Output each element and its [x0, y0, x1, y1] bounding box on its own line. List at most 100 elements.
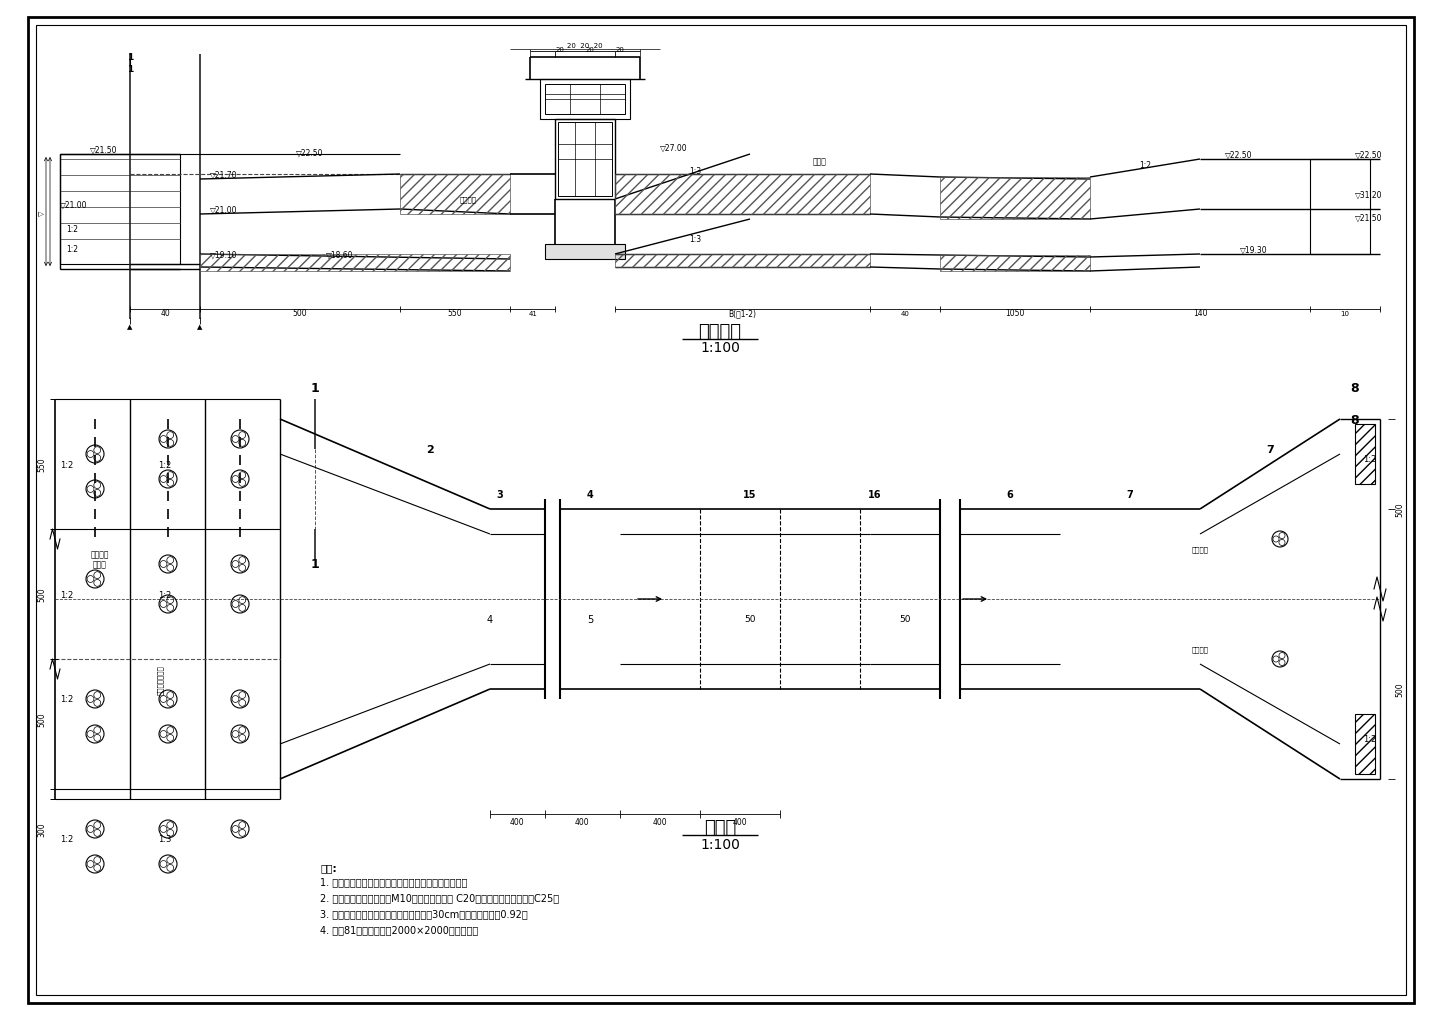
Text: 1:2: 1:2: [60, 835, 73, 844]
Text: 1: 1: [127, 53, 132, 62]
Text: 6: 6: [1007, 489, 1014, 499]
Text: 500: 500: [37, 587, 46, 602]
Text: 50: 50: [744, 614, 756, 624]
Text: 500: 500: [292, 309, 307, 318]
Bar: [1310, 160, 1369, 255]
Text: 说明:: 说明:: [320, 862, 337, 872]
Text: 40: 40: [160, 309, 170, 318]
Text: 20: 20: [586, 47, 595, 53]
Text: 平面图: 平面图: [704, 818, 736, 837]
Text: 千板石箱: 千板石箱: [91, 550, 109, 559]
Text: 8: 8: [1351, 413, 1359, 426]
Bar: [940, 256, 1090, 272]
Text: 140: 140: [1192, 309, 1207, 318]
Text: 1:2: 1:2: [158, 590, 171, 599]
Text: 三维止水: 三维止水: [1191, 646, 1208, 652]
Text: 1: 1: [127, 65, 132, 74]
Text: 20: 20: [556, 47, 564, 53]
Text: 2. 材料规格等级：砌石为M10砂浆砌筑；垫层 C20；钢筋砼结构中钢砼为C25。: 2. 材料规格等级：砌石为M10砂浆砌筑；垫层 C20；钢筋砼结构中钢砼为C25…: [320, 892, 559, 902]
Text: 400: 400: [733, 817, 747, 826]
Bar: [544, 245, 625, 260]
Text: 8: 8: [1351, 381, 1359, 394]
Text: 300: 300: [37, 822, 46, 837]
Text: 1:2: 1:2: [60, 460, 73, 469]
Bar: [60, 155, 180, 265]
Text: ▽21.50: ▽21.50: [1355, 213, 1382, 222]
Text: 3. 回填土要分层夯实，分层厚度不得大于30cm，压实度不小于0.92。: 3. 回填土要分层夯实，分层厚度不得大于30cm，压实度不小于0.92。: [320, 908, 527, 918]
Text: 7: 7: [1266, 444, 1274, 454]
Text: 40: 40: [900, 311, 910, 317]
Text: 500: 500: [1395, 682, 1404, 697]
Text: 浆砌体: 浆砌体: [94, 560, 107, 569]
Text: 500: 500: [37, 712, 46, 727]
Text: 16: 16: [868, 489, 881, 499]
Text: 500: 500: [1395, 502, 1404, 517]
Bar: [1355, 425, 1375, 484]
Text: 1:2: 1:2: [66, 246, 78, 255]
Text: 1: 1: [311, 558, 320, 571]
Text: ▽21.70: ▽21.70: [210, 170, 238, 179]
Text: 1:2: 1:2: [60, 590, 73, 599]
Text: ▽21.00: ▽21.00: [60, 201, 88, 209]
Text: 2: 2: [426, 444, 433, 454]
Text: 1:2: 1:2: [66, 225, 78, 234]
Text: 1050: 1050: [1005, 309, 1025, 318]
Text: ▽22.50: ▽22.50: [1225, 151, 1253, 159]
Text: 400: 400: [510, 817, 524, 826]
Text: 10: 10: [1341, 311, 1349, 317]
Text: ▽18.60: ▽18.60: [327, 251, 354, 259]
Bar: [1355, 714, 1375, 774]
Text: 5: 5: [588, 614, 593, 625]
Bar: [940, 178, 1090, 220]
Text: ▽27.00: ▽27.00: [660, 144, 688, 153]
Text: 4: 4: [487, 614, 492, 625]
Text: 1: 1: [311, 381, 320, 394]
Text: ▽: ▽: [39, 210, 45, 215]
Text: 纵剖视图: 纵剖视图: [698, 323, 742, 340]
Bar: [400, 175, 510, 215]
Text: 1:2: 1:2: [1364, 455, 1377, 464]
Bar: [554, 120, 615, 200]
Text: 1:2: 1:2: [158, 460, 171, 469]
Text: 1:100: 1:100: [700, 340, 740, 355]
Text: ▲: ▲: [197, 324, 203, 330]
Text: 1:2: 1:2: [1139, 160, 1151, 169]
Text: 清水混凝土护坡: 清水混凝土护坡: [157, 664, 163, 694]
Bar: [559, 123, 612, 197]
Text: B(孔1-2): B(孔1-2): [729, 309, 756, 318]
Bar: [615, 175, 870, 215]
Text: ▽19.30: ▽19.30: [1240, 246, 1267, 255]
Text: 41: 41: [528, 311, 537, 317]
Text: 1:100: 1:100: [700, 838, 740, 851]
Text: 15: 15: [743, 489, 757, 499]
Text: 550: 550: [448, 309, 462, 318]
Text: 三维止水: 三维止水: [459, 197, 477, 203]
Bar: [615, 255, 870, 268]
Text: ▽22.50: ▽22.50: [1355, 151, 1382, 159]
Text: 3: 3: [497, 489, 504, 499]
Text: 550: 550: [37, 458, 46, 472]
Text: 400: 400: [652, 817, 667, 826]
Text: 4. 配合81蝶形启闭机，2000×2000铸铁闸门。: 4. 配合81蝶形启闭机，2000×2000铸铁闸门。: [320, 924, 478, 934]
Text: 1. 图中尺寸除高程以米为单位，其余均以厘米为单位。: 1. 图中尺寸除高程以米为单位，其余均以厘米为单位。: [320, 876, 468, 887]
Text: 20  20  20: 20 20 20: [567, 43, 603, 49]
Text: 1:3: 1:3: [688, 167, 701, 176]
Text: ▽21.50: ▽21.50: [91, 146, 118, 154]
Bar: [540, 79, 631, 120]
Bar: [200, 255, 510, 272]
Text: ▽22.50: ▽22.50: [297, 149, 324, 157]
Text: ▽31.20: ▽31.20: [1355, 191, 1382, 200]
Text: 1:2: 1:2: [60, 695, 73, 704]
Bar: [544, 85, 625, 115]
Text: ▲: ▲: [127, 324, 132, 330]
Text: 20: 20: [615, 47, 625, 53]
Text: 1:2: 1:2: [1364, 735, 1377, 744]
Text: 三维止水: 三维止水: [1191, 546, 1208, 552]
Text: 土坝坡: 土坝坡: [814, 157, 827, 166]
Text: 400: 400: [575, 817, 589, 826]
Text: 1:3: 1:3: [158, 835, 171, 844]
Text: ▽21.00: ▽21.00: [210, 205, 238, 214]
Text: 1:3: 1:3: [688, 235, 701, 245]
Text: 7: 7: [1126, 489, 1133, 499]
Text: 4: 4: [586, 489, 593, 499]
